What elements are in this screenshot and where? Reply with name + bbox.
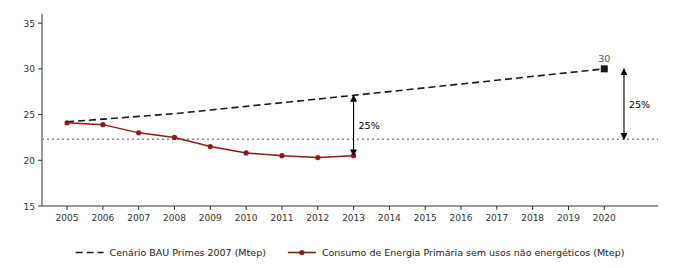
x-tick-label: 2007 (127, 213, 150, 223)
y-tick (38, 206, 42, 207)
annotation-text: 25% (629, 99, 650, 110)
series-point (208, 144, 213, 149)
x-tick-label: 2019 (557, 213, 580, 223)
series-point (315, 155, 320, 160)
series-point (172, 135, 177, 140)
x-tick (389, 206, 390, 210)
x-tick-label: 2013 (342, 213, 365, 223)
series-point (244, 150, 249, 155)
y-tick-label: 15 (24, 202, 35, 212)
x-tick-label: 2010 (235, 213, 258, 223)
annotation-text: 30 (598, 53, 610, 64)
x-tick (317, 206, 318, 210)
x-tick-label: 2020 (593, 213, 616, 223)
legend-marker (299, 250, 304, 255)
series-line (67, 123, 354, 158)
y-tick-label: 35 (24, 19, 35, 29)
x-tick (461, 206, 462, 210)
x-tick (102, 206, 103, 210)
x-tick (281, 206, 282, 210)
legend: Cenário BAU Primes 2007 (Mtep) Consumo de… (76, 247, 625, 258)
x-tick-label: 2018 (521, 213, 544, 223)
x-tick-label: 2017 (485, 213, 508, 223)
x-tick-label: 2006 (91, 213, 114, 223)
annotation-text: 25% (359, 120, 380, 131)
x-tick (174, 206, 175, 210)
x-tick-label: 2011 (271, 213, 294, 223)
x-tick (532, 206, 533, 210)
legend-swatch (76, 252, 104, 254)
series-point (100, 122, 105, 127)
x-tick (138, 206, 139, 210)
plot-area (42, 69, 658, 160)
x-tick (568, 206, 569, 210)
y-tick (38, 68, 42, 69)
x-tick-label: 2008 (163, 213, 186, 223)
x-tick (246, 206, 247, 210)
annotation-arrow (353, 95, 354, 155)
annotation-arrow (623, 69, 624, 139)
x-tick-label: 2015 (414, 213, 437, 223)
series-line (67, 69, 604, 122)
y-tick-label: 20 (24, 156, 36, 166)
legend-item: Cenário BAU Primes 2007 (Mtep) (76, 247, 266, 258)
legend-label: Consumo de Energia Primária sem usos não… (322, 247, 625, 258)
x-tick (67, 206, 68, 210)
y-tick (38, 114, 42, 115)
axes: 2005 2006 2007 2008 2009 2010 2011 2012 2013 2014… (24, 14, 658, 223)
y-axis-line (42, 14, 43, 206)
x-axis-line (42, 206, 658, 207)
legend-item: Consumo de Energia Primária sem usos não… (288, 247, 625, 258)
reference-line (42, 139, 658, 140)
series-point (64, 120, 69, 125)
legend-label: Cenário BAU Primes 2007 (Mtep) (110, 247, 266, 258)
series-point (136, 130, 141, 135)
x-tick (496, 206, 497, 210)
y-tick (38, 23, 42, 24)
annotation-marker (601, 65, 608, 72)
x-tick (353, 206, 354, 210)
series-point (279, 153, 284, 158)
chart: 2005 2006 2007 2008 2009 2010 2011 2012 2013 2014… (0, 0, 683, 268)
x-tick (604, 206, 605, 210)
y-tick (38, 160, 42, 161)
annotations: 25% 25% 30 (354, 53, 651, 156)
x-tick-label: 2016 (450, 213, 473, 223)
x-tick (210, 206, 211, 210)
x-tick-label: 2009 (199, 213, 222, 223)
x-tick (425, 206, 426, 210)
y-tick-label: 25 (24, 110, 35, 120)
x-tick-label: 2012 (306, 213, 329, 223)
y-tick-label: 30 (24, 64, 36, 74)
x-tick-label: 2014 (378, 213, 401, 223)
x-tick-label: 2005 (56, 213, 79, 223)
